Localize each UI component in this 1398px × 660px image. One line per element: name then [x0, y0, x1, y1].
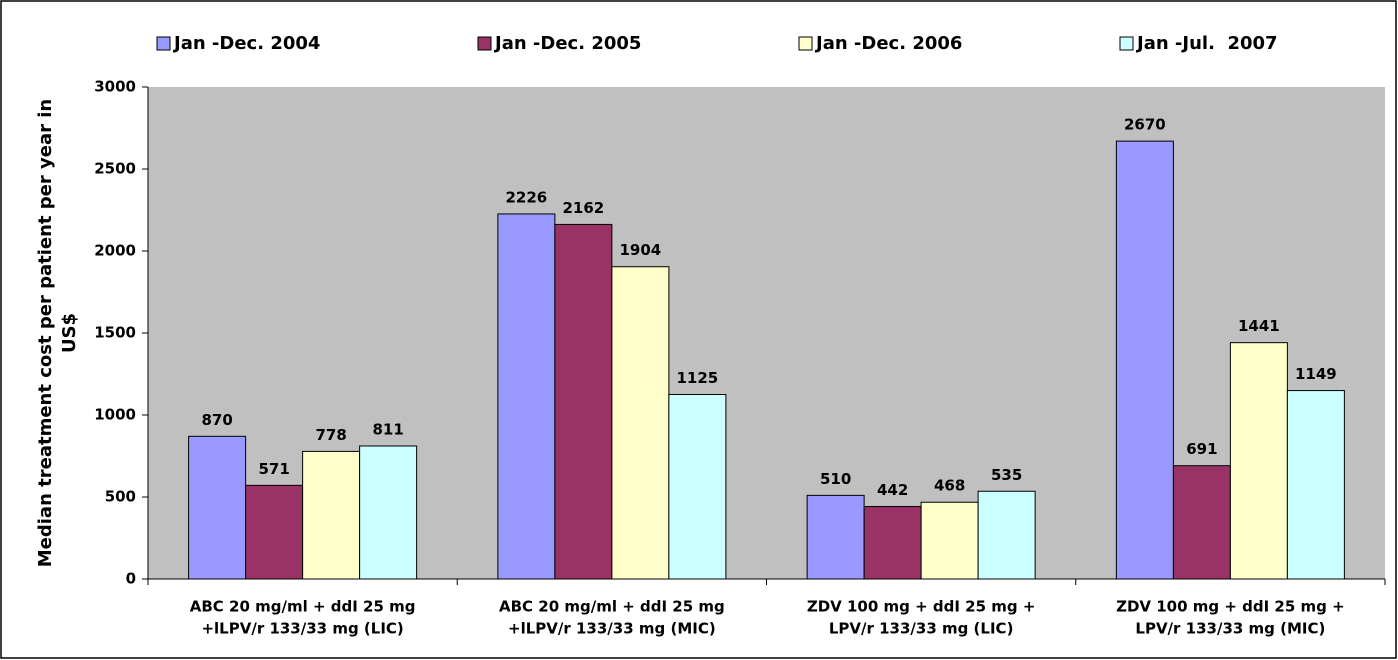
legend-swatch [798, 36, 813, 51]
legend-swatch [477, 36, 492, 51]
bar [188, 435, 247, 580]
y-tick-label: 0 [126, 570, 136, 588]
x-tick-label: +lLPV/r 133/33 mg (MIC) [508, 620, 716, 638]
y-tick-label: 2000 [94, 242, 136, 260]
bar [806, 494, 865, 580]
x-tick-label: ZDV 100 mg + ddI 25 mg + [807, 598, 1036, 616]
y-label-line: US$ [59, 313, 80, 353]
bar [245, 484, 304, 580]
x-tick-label: +lLPV/r 133/33 mg (LIC) [201, 620, 403, 638]
x-tick-label: LPV/r 133/33 mg (MIC) [1135, 620, 1325, 638]
bar [1229, 342, 1288, 580]
legend-label: Jan -Dec. 2006 [814, 33, 962, 54]
x-tick-label: ABC 20 mg/ml + ddI 25 mg [499, 598, 725, 616]
value-label: 2226 [506, 188, 548, 206]
legend-label: Jan -Jul. 2007 [1135, 33, 1278, 54]
bar [611, 266, 670, 580]
bar [359, 445, 418, 580]
value-label: 571 [258, 460, 289, 478]
value-label: 2670 [1124, 116, 1166, 134]
value-label: 1149 [1295, 365, 1337, 383]
bar [497, 213, 556, 580]
value-label: 535 [991, 466, 1022, 484]
x-tick-label: ABC 20 mg/ml + ddI 25 mg [190, 598, 416, 616]
bar [863, 506, 922, 580]
y-tick-label: 3000 [94, 78, 136, 96]
bar [668, 394, 727, 580]
legend-label: Jan -Dec. 2005 [493, 33, 641, 54]
bar [1172, 465, 1231, 580]
value-label: 442 [877, 481, 908, 499]
y-label: Median treatment cost per patient per ye… [35, 99, 80, 568]
bar [302, 450, 361, 580]
legend-swatch [156, 36, 171, 51]
value-label: 778 [315, 426, 346, 444]
bar [1286, 390, 1345, 580]
y-tick-label: 2500 [94, 160, 136, 178]
value-label: 1125 [677, 369, 719, 387]
value-label: 811 [372, 420, 403, 438]
value-label: 1904 [620, 241, 662, 259]
value-label: 510 [820, 470, 851, 488]
y-tick-label: 1000 [94, 406, 136, 424]
bar [977, 490, 1036, 580]
bar [554, 223, 613, 580]
value-label: 870 [201, 411, 232, 429]
x-tick-label: ZDV 100 mg + ddI 25 mg + [1116, 598, 1345, 616]
y-label-line: Median treatment cost per patient per ye… [35, 99, 56, 568]
y-tick-label: 500 [105, 488, 136, 506]
x-tick-label: LPV/r 133/33 mg (LIC) [829, 620, 1014, 638]
y-tick-label: 1500 [94, 324, 136, 342]
bar [920, 501, 979, 580]
legend-label: Jan -Dec. 2004 [172, 33, 320, 54]
bar [1115, 140, 1174, 580]
legend-swatch [1119, 36, 1134, 51]
value-label: 2162 [563, 199, 605, 217]
value-label: 691 [1186, 440, 1217, 458]
value-label: 1441 [1238, 317, 1280, 335]
value-label: 468 [934, 477, 965, 495]
